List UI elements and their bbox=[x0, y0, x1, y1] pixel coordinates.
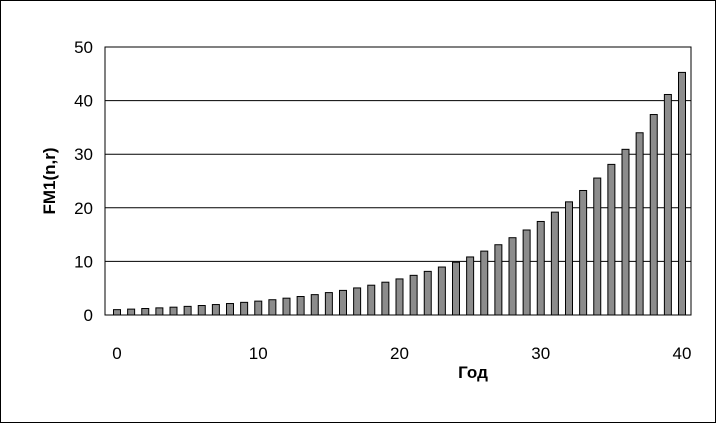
bar bbox=[579, 189, 588, 316]
bar bbox=[141, 308, 150, 316]
bar bbox=[593, 177, 602, 316]
bar bbox=[607, 163, 616, 316]
bar bbox=[254, 300, 263, 316]
bar bbox=[169, 306, 178, 316]
bar bbox=[226, 303, 234, 316]
bar bbox=[678, 71, 686, 316]
bar bbox=[466, 256, 475, 316]
bar bbox=[480, 250, 489, 316]
x-tick-label: 30 bbox=[531, 344, 550, 363]
bar bbox=[282, 297, 291, 316]
bar bbox=[395, 278, 404, 316]
y-tick-label: 50 bbox=[74, 38, 93, 57]
bar bbox=[339, 289, 347, 316]
x-tick-label: 0 bbox=[112, 344, 121, 363]
bar bbox=[621, 148, 630, 316]
bar bbox=[197, 305, 206, 316]
gridlines bbox=[105, 46, 691, 316]
bar bbox=[310, 294, 319, 316]
bar bbox=[635, 132, 644, 316]
bar bbox=[324, 292, 333, 316]
bar bbox=[550, 211, 559, 316]
x-tick-label: 20 bbox=[390, 344, 409, 363]
bar bbox=[296, 296, 305, 316]
bar bbox=[423, 270, 432, 316]
bar bbox=[536, 220, 545, 316]
bar bbox=[367, 284, 376, 316]
y-tick-label: 20 bbox=[74, 199, 93, 218]
bar bbox=[240, 301, 249, 316]
x-tick-label: 40 bbox=[673, 344, 692, 363]
bar bbox=[211, 304, 220, 316]
bar bbox=[353, 287, 362, 316]
y-tick-label: 30 bbox=[74, 145, 93, 164]
y-axis-title: FM1(n,r) bbox=[40, 147, 59, 214]
bar bbox=[155, 307, 164, 316]
y-tick-label: 40 bbox=[74, 92, 93, 111]
bar bbox=[565, 201, 573, 316]
bar bbox=[437, 266, 446, 316]
bar bbox=[452, 261, 460, 316]
plot-area bbox=[104, 46, 692, 316]
bar bbox=[268, 299, 277, 316]
y-tick-label: 10 bbox=[74, 252, 93, 271]
x-tick-label: 10 bbox=[249, 344, 268, 363]
bar bbox=[522, 229, 531, 316]
bar bbox=[649, 114, 658, 316]
bar bbox=[508, 237, 517, 316]
bar bbox=[381, 281, 390, 316]
bar bbox=[494, 244, 503, 316]
bar bbox=[127, 308, 136, 316]
y-tick-label: 0 bbox=[84, 306, 93, 325]
bar bbox=[409, 274, 418, 316]
bars bbox=[113, 71, 686, 316]
x-axis-title: Год bbox=[458, 363, 488, 382]
bar bbox=[113, 309, 121, 316]
tick-labels: 0 10 20 30 40 50 0 10 20 30 40 bbox=[74, 38, 691, 363]
bar bbox=[183, 305, 192, 316]
bar bbox=[663, 93, 672, 316]
